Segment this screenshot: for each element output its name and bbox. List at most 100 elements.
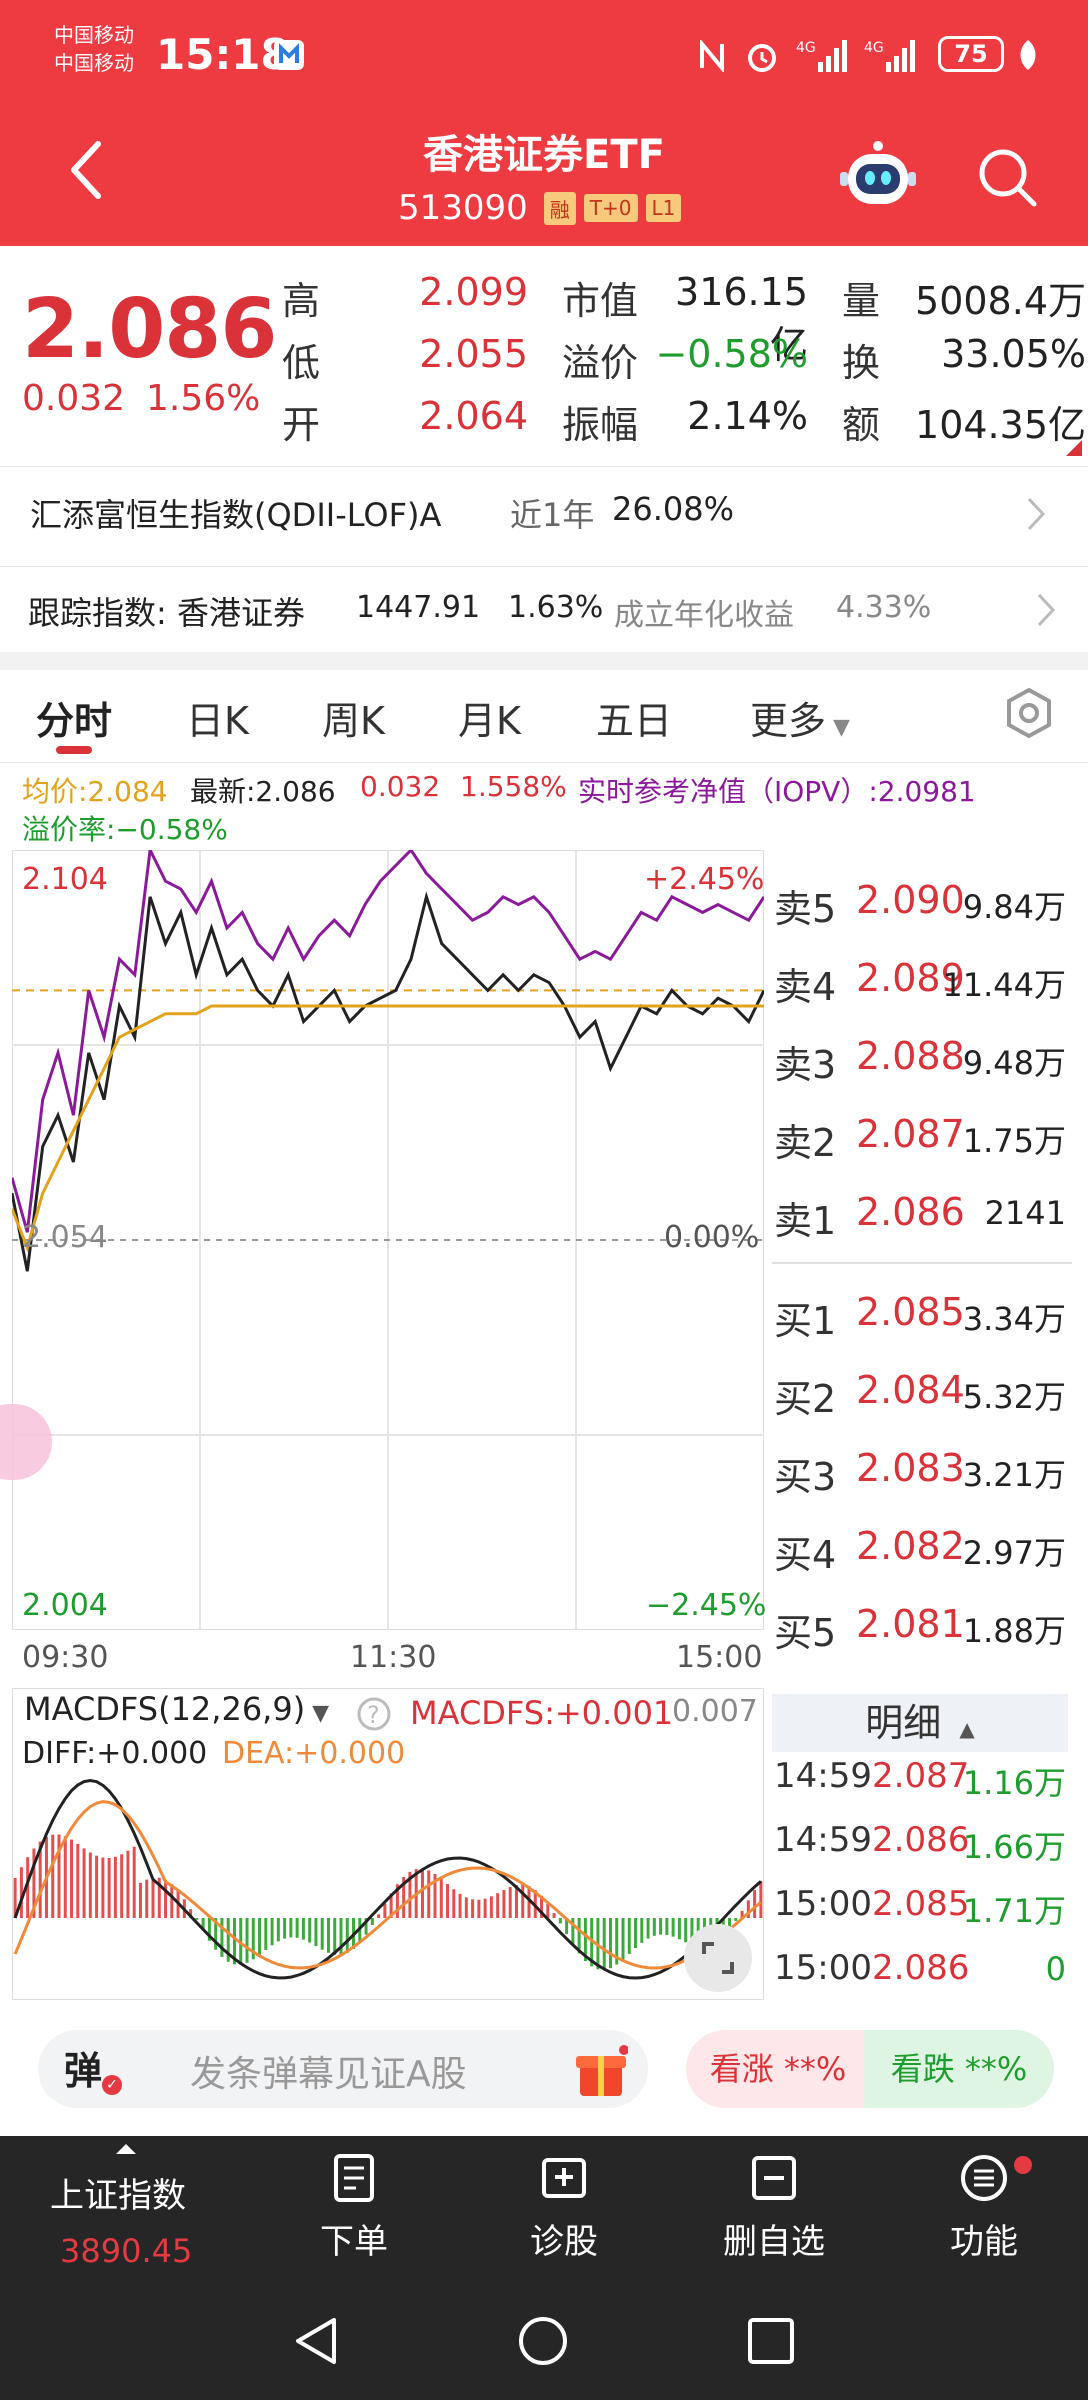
ask-price[interactable]: 2.089 xyxy=(856,956,965,1000)
svg-text:4G: 4G xyxy=(864,40,884,56)
detail-volume: 0 xyxy=(1045,1950,1066,1988)
index-name[interactable]: 上证指数 xyxy=(50,2176,186,2216)
bid-price[interactable]: 2.081 xyxy=(856,1602,965,1646)
last-price: 2.086 xyxy=(22,282,277,377)
index-value: 3890.45 xyxy=(60,2232,193,2270)
chart-grid xyxy=(12,850,764,1630)
tab-weekly-k[interactable]: 周K xyxy=(322,699,385,743)
danmaku-toggle-button[interactable]: 弹 ✓ xyxy=(64,2040,123,2095)
fund-name: 汇添富恒生指数(QDII-LOF)A xyxy=(30,496,442,534)
ask-price[interactable]: 2.090 xyxy=(856,878,965,922)
volume-value: 5008.4万 xyxy=(915,279,1086,323)
expand-corner-icon[interactable] xyxy=(1066,440,1082,456)
back-arrow-icon[interactable] xyxy=(66,140,106,200)
bid-price[interactable]: 2.082 xyxy=(856,1524,965,1568)
open-value: 2.064 xyxy=(419,394,528,438)
danmaku-placeholder: 发条弹幕见证A股 xyxy=(190,2054,467,2095)
bid-label: 买2 xyxy=(774,1377,837,1421)
function-button[interactable]: 功能 xyxy=(904,2152,1064,2263)
remove-watchlist-icon xyxy=(752,2156,796,2200)
detail-header[interactable]: 明细 ▲ xyxy=(772,1694,1068,1752)
fullscreen-icon[interactable] xyxy=(682,1922,754,1994)
order-label: 下单 xyxy=(320,2222,388,2262)
nfc-icon xyxy=(700,40,724,72)
diff-line xyxy=(13,1778,762,1980)
chart-lines xyxy=(12,850,764,1272)
help-icon[interactable]: ? xyxy=(356,1696,392,1732)
y-bottom-label: 2.004 xyxy=(22,1588,108,1623)
detail-volume: 1.16万 xyxy=(962,1764,1066,1802)
dropdown-icon: ▼ xyxy=(305,1701,330,1726)
x-label-close: 15:00 xyxy=(676,1640,763,1675)
danmaku-toggle-label: 弹 xyxy=(64,2049,103,2093)
change-percent: 1.56% xyxy=(146,378,261,419)
mktcap-value: 316.15亿 xyxy=(675,270,808,367)
iopv-line xyxy=(12,850,764,1233)
bid-label: 买1 xyxy=(774,1299,837,1343)
bullish-button[interactable]: 看涨 **% xyxy=(686,2030,870,2108)
bid-price[interactable]: 2.084 xyxy=(856,1368,965,1412)
tab-monthly-k[interactable]: 月K xyxy=(458,699,521,743)
fund-period: 近1年 xyxy=(510,496,595,534)
gift-icon[interactable] xyxy=(574,2044,628,2098)
diagnose-button[interactable]: 诊股 xyxy=(484,2152,644,2263)
code-line: 513090 融 T+0 L1 xyxy=(398,188,682,228)
tab-five-day[interactable]: 五日 xyxy=(596,699,673,743)
clock: 15:18 xyxy=(156,30,290,79)
caret-up-icon xyxy=(116,2144,136,2154)
detail-price: 2.086 xyxy=(872,1948,970,1988)
dea-line xyxy=(13,1800,762,1970)
bid-price[interactable]: 2.083 xyxy=(856,1446,965,1490)
bearish-button[interactable]: 看跌 **% xyxy=(864,2030,1054,2108)
nav-home-icon[interactable] xyxy=(516,2314,570,2368)
ask-volume: 9.84万 xyxy=(962,888,1066,926)
avg-price: 均价:2.084 xyxy=(22,775,168,808)
ask-label: 卖5 xyxy=(774,887,837,931)
track-index-row[interactable]: 跟踪指数: 香港证券 1447.91 1.63% 成立年化收益 4.33% xyxy=(0,568,1088,652)
assistant-robot-icon[interactable] xyxy=(840,140,916,210)
tab-more[interactable]: 更多 ▼ xyxy=(750,690,850,745)
fund-row[interactable]: 汇添富恒生指数(QDII-LOF)A 近1年 26.08% xyxy=(0,468,1088,564)
settings-icon[interactable] xyxy=(1002,686,1056,740)
macd-label[interactable]: MACDFS(12,26,9) ▼ xyxy=(24,1690,329,1728)
premium-value: −0.58% xyxy=(655,332,808,376)
macd-value: MACDFS:+0.001 xyxy=(410,1694,674,1732)
carrier-2: 中国移动 xyxy=(54,51,134,75)
ask-price[interactable]: 2.088 xyxy=(856,1034,965,1078)
nav-recents-icon[interactable] xyxy=(744,2314,798,2368)
danmaku-input[interactable] xyxy=(38,2030,648,2108)
premium-label: 溢价 xyxy=(562,341,639,385)
avg-price-line xyxy=(12,1004,764,1253)
y-mid-label: 2.054 xyxy=(22,1220,108,1255)
ask-volume: 1.75万 xyxy=(962,1122,1066,1160)
detail-price: 2.087 xyxy=(872,1756,970,1796)
high-label: 高 xyxy=(282,279,321,323)
latest-price: 最新:2.086 xyxy=(190,775,336,808)
bid-label: 买4 xyxy=(774,1533,837,1577)
nav-back-icon[interactable] xyxy=(290,2314,344,2368)
macd-chart xyxy=(12,1688,764,2000)
divider xyxy=(0,762,1088,763)
high-value: 2.099 xyxy=(419,270,528,314)
tab-daily-k[interactable]: 日K xyxy=(186,699,249,743)
detail-title: 明细 xyxy=(865,1701,942,1745)
bid-price[interactable]: 2.085 xyxy=(856,1290,965,1334)
intraday-chart[interactable] xyxy=(12,850,764,1630)
order-button[interactable]: 下单 xyxy=(274,2152,434,2263)
detail-price: 2.086 xyxy=(872,1820,970,1860)
bid-label: 买3 xyxy=(774,1455,837,1499)
track-label: 跟踪指数: 香港证券 xyxy=(28,594,305,632)
dropdown-icon: ▼ xyxy=(826,715,850,740)
ask-price[interactable]: 2.087 xyxy=(856,1112,965,1156)
active-tab-indicator xyxy=(56,746,92,754)
ask-price[interactable]: 2.086 xyxy=(856,1190,965,1234)
detail-volume: 1.66万 xyxy=(962,1828,1066,1866)
detail-time: 15:00 xyxy=(774,1884,872,1924)
diagnose-icon xyxy=(542,2158,586,2198)
page-title: 香港证券ETF xyxy=(423,132,665,178)
macd-name: MACDFS(12,26,9) xyxy=(24,1690,306,1728)
tab-intraday[interactable]: 分时 xyxy=(36,699,113,743)
search-icon[interactable] xyxy=(976,146,1038,208)
open-label: 开 xyxy=(282,403,321,447)
remove-watchlist-button[interactable]: 删自选 xyxy=(694,2152,854,2263)
